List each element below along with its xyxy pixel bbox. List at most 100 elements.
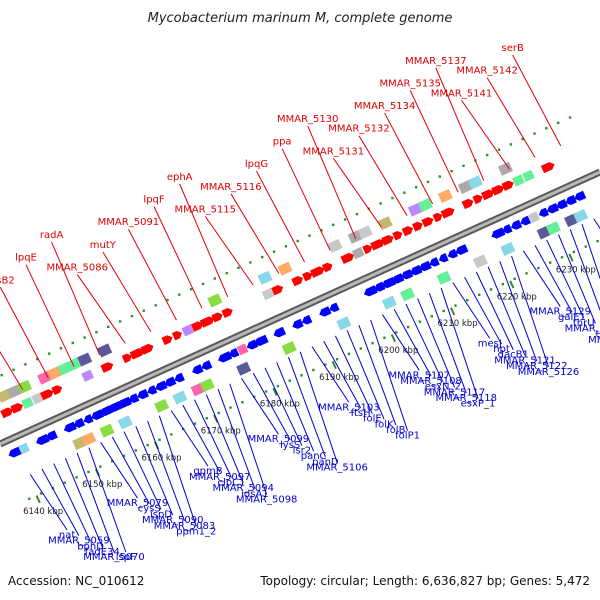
gene-label: bphD (77, 541, 104, 552)
leader-line (512, 54, 562, 147)
minor-tick-dot (225, 271, 228, 275)
reverse-gene-arrow (229, 347, 240, 358)
reverse-gene-arrow (438, 253, 449, 263)
reverse-gene-arrow (574, 190, 587, 201)
minor-tick-dot (261, 255, 264, 259)
minor-tick-dot (379, 202, 382, 205)
gene-label: folE (363, 414, 382, 425)
reverse-gene-arrow (83, 414, 94, 424)
forward-gene-arrow (100, 362, 114, 373)
minor-tick-dot (359, 347, 362, 350)
gene-label: lpqF (143, 195, 164, 206)
minor-tick-dot (568, 116, 572, 119)
minor-tick-dot (489, 288, 493, 291)
forward-gene-arrow (309, 266, 325, 278)
gene-block (351, 246, 365, 260)
minor-tick-dot (28, 497, 31, 501)
leader-line (405, 303, 444, 382)
minor-tick-dot (485, 153, 489, 157)
gene-label: galE1 (558, 312, 586, 323)
forward-gene-arrow (0, 407, 14, 419)
gene-block (281, 341, 297, 356)
minor-tick-dot (264, 390, 268, 393)
reverse-gene-arrow (254, 334, 269, 346)
leader-line (381, 314, 420, 371)
minor-tick-dot (477, 293, 481, 297)
reverse-gene-arrow (273, 326, 287, 338)
gene-label: thrU (573, 318, 595, 329)
kbp-tick-label: 6140 kbp (23, 507, 63, 517)
minor-tick-dot (118, 320, 122, 323)
gene-label: fadE34 (85, 547, 120, 558)
minor-tick-dot (193, 422, 197, 425)
gene-block (357, 225, 373, 240)
minor-tick-dot (249, 261, 252, 264)
forward-gene-arrow (221, 307, 233, 318)
gene-label: MMAR_5099 (248, 434, 310, 445)
forward-gene-arrow (10, 403, 23, 414)
forward-gene-arrow (140, 343, 154, 355)
gene-block (99, 423, 115, 438)
leader-line (486, 77, 536, 158)
gene-label: MMAR_5116 (200, 182, 262, 193)
gene-label: MMAR_5059 (48, 536, 110, 547)
gene-label: lpqE (15, 253, 37, 264)
leader-line (569, 229, 600, 312)
minor-tick-dots (0, 116, 599, 501)
forward-gene-arrow (199, 316, 215, 328)
gene-label: MMAR_5090 (142, 515, 204, 526)
leader-line (123, 431, 162, 510)
minor-tick-dot (12, 368, 15, 371)
gene-label: MMAR_5130 (277, 114, 339, 125)
leader-line (182, 404, 221, 473)
leader-line (264, 367, 303, 446)
minor-tick-dot (47, 352, 51, 355)
reverse-gene-arrow (565, 194, 577, 205)
forward-gene-arrow (412, 221, 423, 232)
leader-line (179, 183, 229, 298)
minor-tick-dot (371, 341, 374, 345)
leader-line (29, 473, 68, 531)
gene-block (81, 369, 95, 382)
gene-label: hpt (493, 344, 510, 355)
gene-label: MMAR_5117 (424, 387, 486, 398)
gene-block (81, 431, 97, 446)
leader-line (440, 287, 479, 399)
leader-line (522, 250, 561, 307)
leader-line (558, 234, 596, 324)
kbp-tick-mark (509, 280, 515, 289)
gene-block (172, 390, 188, 405)
leader-line (346, 330, 385, 420)
reverse-gene-arrow (447, 248, 459, 259)
leader-line (307, 125, 357, 239)
reverse-gene-arrow (46, 430, 58, 441)
gene-label: MMAR_5122 (506, 361, 568, 372)
gene-label: MMAR_5098 (236, 495, 298, 506)
gene-block (545, 221, 561, 236)
minor-tick-dot (241, 401, 244, 404)
reverse-gene-arrow (556, 199, 568, 210)
leader-line (358, 135, 408, 216)
leader-line (370, 319, 409, 431)
gene-block (207, 293, 223, 308)
minor-tick-dot (545, 127, 548, 130)
forward-gene-arrow (321, 262, 333, 273)
gene-label: MMAR_5097 (189, 472, 251, 483)
minor-tick-dot (24, 363, 27, 366)
reverse-gene-arrow (410, 264, 423, 276)
gene-block (497, 161, 513, 176)
minor-tick-dot (320, 229, 323, 232)
forward-gene-arrow (370, 239, 385, 251)
gene-label: MMAR_5121 (494, 355, 556, 366)
gene-block (7, 384, 23, 399)
gene-label: MMAR_5091 (98, 217, 160, 228)
leader-line (276, 362, 315, 452)
gene-label: ftsH (351, 408, 371, 419)
gene-label: ppm1_2 (176, 526, 216, 537)
reverse-gene-arrow (174, 372, 185, 383)
minor-tick-dot (403, 191, 406, 194)
leader-line (158, 415, 197, 527)
leader-line (384, 112, 434, 205)
forward-gene-arrow (51, 385, 63, 396)
genome-backbone (0, 168, 600, 448)
